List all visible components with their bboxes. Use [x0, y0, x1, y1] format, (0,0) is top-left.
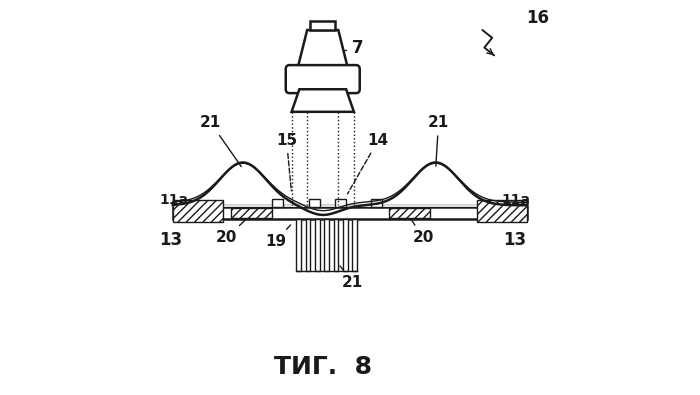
Bar: [389, 208, 430, 218]
Bar: [324, 219, 329, 271]
Bar: [343, 219, 348, 271]
Bar: [334, 219, 338, 271]
Bar: [173, 205, 527, 207]
Bar: [335, 199, 346, 207]
Bar: [352, 219, 357, 271]
Bar: [272, 199, 283, 207]
Text: 13: 13: [159, 231, 182, 249]
Bar: [477, 200, 527, 222]
Text: 20: 20: [410, 217, 434, 245]
Bar: [296, 219, 301, 271]
Bar: [173, 200, 223, 222]
Bar: [231, 208, 272, 218]
Text: 11a: 11a: [159, 193, 188, 207]
FancyBboxPatch shape: [286, 65, 360, 93]
Text: 21: 21: [340, 266, 363, 290]
Bar: [309, 199, 321, 207]
Text: 20: 20: [216, 217, 248, 245]
Bar: [173, 207, 527, 219]
Bar: [315, 219, 320, 271]
Text: 21: 21: [428, 115, 449, 166]
Text: 16: 16: [526, 9, 549, 27]
Text: 7: 7: [317, 40, 363, 57]
Bar: [372, 199, 382, 207]
Text: 15: 15: [276, 133, 297, 191]
Text: 19: 19: [265, 225, 290, 249]
Bar: [173, 200, 223, 222]
Bar: [231, 208, 272, 218]
Polygon shape: [292, 89, 354, 112]
Polygon shape: [298, 30, 348, 69]
Text: 11a: 11a: [502, 193, 531, 207]
Bar: [477, 200, 527, 222]
Bar: [306, 219, 310, 271]
Text: ΤИГ.  8: ΤИГ. 8: [274, 355, 372, 379]
Text: 13: 13: [503, 231, 526, 249]
Bar: [389, 208, 430, 218]
Text: 14: 14: [347, 133, 388, 194]
Text: 21: 21: [200, 115, 242, 167]
Bar: [310, 21, 335, 30]
